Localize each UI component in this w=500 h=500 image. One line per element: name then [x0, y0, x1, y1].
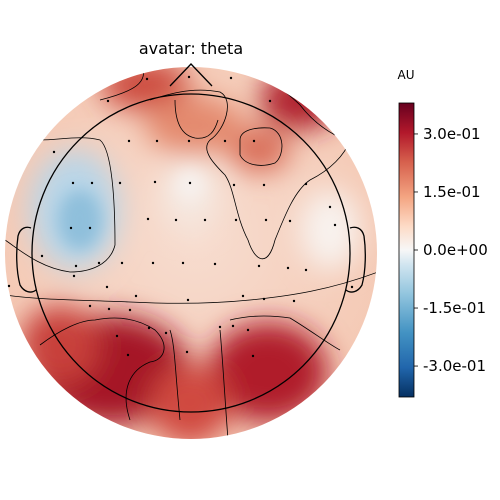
electrode-sensor [98, 262, 100, 264]
electrode-sensor [230, 77, 232, 79]
electrode-sensor [204, 219, 206, 221]
electrode-sensor [127, 354, 129, 356]
colorbar-ticks: 3.0e-01 1.5e-01 0.0e+00 -1.5e-01 -3.0e-01 [414, 125, 488, 375]
chart-title: avatar: theta [139, 39, 243, 58]
electrode-sensor [186, 351, 188, 353]
colorbar-tick-label: 1.5e-01 [423, 183, 481, 201]
electrode-sensor [106, 286, 108, 288]
electrode-sensor [219, 326, 221, 328]
electrode-sensor [289, 220, 291, 222]
electrode-sensor [146, 78, 148, 80]
electrode-sensor [247, 329, 249, 331]
electrode-sensor [89, 305, 91, 307]
electrode-sensor [175, 219, 177, 221]
colorbar-tick-label: 0.0e+00 [423, 241, 488, 259]
electrode-sensor [182, 262, 184, 264]
electrode-sensor [148, 327, 150, 329]
electrode-sensor [165, 332, 167, 334]
electrode-sensor [41, 255, 43, 257]
electrode-sensor [129, 309, 131, 311]
colorbar-tick-label: -1.5e-01 [423, 299, 486, 317]
electrode-sensor [235, 219, 237, 221]
electrode-sensor [116, 335, 118, 337]
electrode-sensor [119, 182, 121, 184]
electrode-sensor [53, 151, 55, 153]
region-occipital-center [150, 365, 230, 445]
electrode-sensor [265, 219, 267, 221]
colorbar: AU 3.0e-01 1.5e-01 0.0e+00 -1.5e-01 -3.0e-01 [398, 68, 488, 397]
electrode-sensor [242, 295, 244, 297]
electrode-sensor [351, 286, 353, 288]
electrode-sensor [287, 267, 289, 269]
region-frontal-central [145, 95, 245, 155]
colorbar-tick-label: 3.0e-01 [423, 125, 481, 143]
electrode-sensor [334, 224, 336, 226]
region-frontal-right-edge [260, 70, 340, 130]
topomap-field [0, 60, 390, 450]
electrode-sensor [147, 218, 149, 220]
electrode-sensor [108, 308, 110, 310]
electrode-sensor [75, 265, 77, 267]
electrode-sensor [224, 140, 226, 142]
electrode-sensor [89, 227, 91, 229]
electrode-sensor [128, 140, 130, 142]
electrode-sensor [263, 184, 265, 186]
colorbar-tick-label: -3.0e-01 [423, 357, 486, 375]
electrode-sensor [154, 181, 156, 183]
electrode-sensor [293, 300, 295, 302]
electrode-sensor [189, 182, 191, 184]
electrode-sensor [8, 285, 10, 287]
electrode-sensor [269, 100, 271, 102]
electrode-sensor [188, 140, 190, 142]
electrode-sensor [107, 100, 109, 102]
electrode-sensor [91, 182, 93, 184]
electrode-sensor [252, 355, 254, 357]
electrode-sensor [188, 76, 190, 78]
region-right-temporal [300, 190, 360, 270]
colorbar-unit-label: AU [398, 68, 415, 82]
electrode-sensor [305, 183, 307, 185]
electrode-sensor [72, 182, 74, 184]
electrode-sensor [187, 299, 189, 301]
electrode-sensor [232, 325, 234, 327]
electrode-sensor [253, 140, 255, 142]
electrode-sensor [329, 206, 331, 208]
electrode-sensor [258, 265, 260, 267]
electrode-sensor [152, 262, 154, 264]
electrode-sensor [263, 298, 265, 300]
colorbar-scale [399, 103, 414, 397]
electrode-sensor [70, 227, 72, 229]
electrode-sensor [135, 295, 137, 297]
electrode-sensor [233, 184, 235, 186]
region-occipital-lateral [20, 305, 100, 385]
electrode-sensor [305, 269, 307, 271]
electrode-sensor [73, 275, 75, 277]
electrode-sensor [156, 140, 158, 142]
electrode-sensor [121, 262, 123, 264]
electrode-sensor [214, 263, 216, 265]
